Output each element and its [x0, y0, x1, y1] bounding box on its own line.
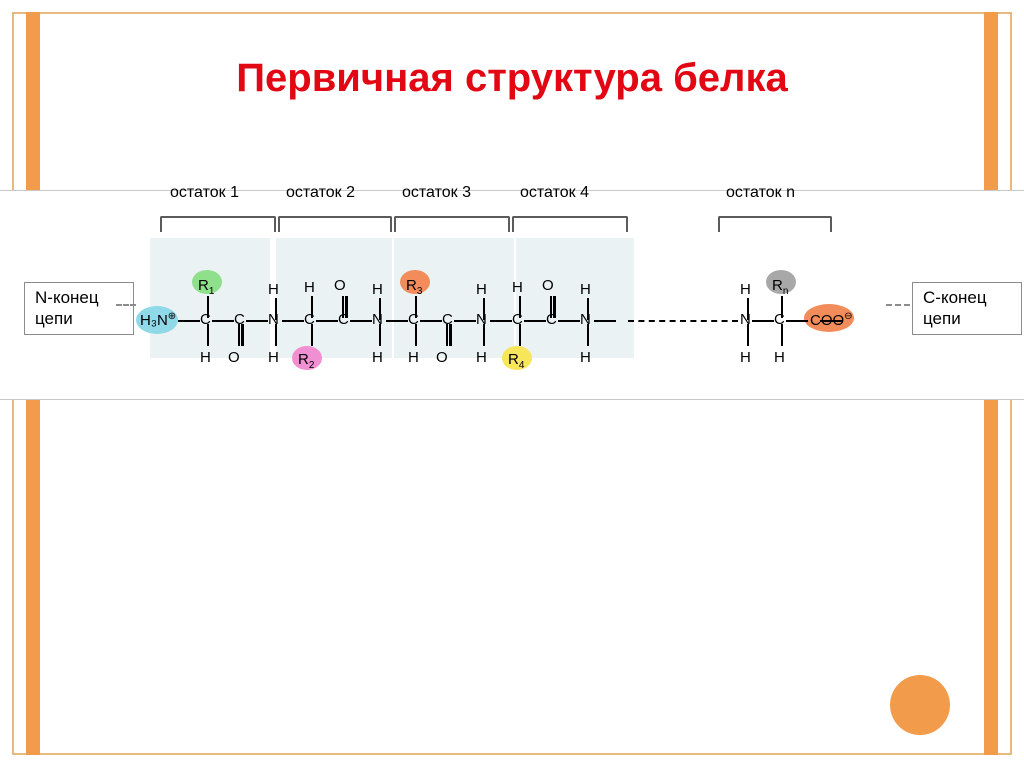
- bond: [282, 320, 304, 322]
- residue-bg: [276, 238, 392, 358]
- bond: [786, 320, 808, 322]
- residue-label: остаток 3: [402, 184, 471, 202]
- atom-label: C: [546, 312, 557, 327]
- atom-label: H: [200, 350, 211, 365]
- atom-label: H: [580, 350, 591, 365]
- atom-label: H: [740, 282, 751, 297]
- circle-decoration: [890, 675, 950, 735]
- atom-label: H: [268, 282, 279, 297]
- atom-label: O: [334, 278, 346, 293]
- atom-label: Rn: [772, 278, 788, 297]
- atom-label: C: [304, 312, 315, 327]
- atom-label: O: [542, 278, 554, 293]
- atom-label: H: [476, 350, 487, 365]
- atom-label: C: [512, 312, 523, 327]
- backbone-ellipsis: [628, 320, 738, 322]
- atom-label: C: [774, 312, 785, 327]
- divider-top: [0, 190, 1024, 191]
- atom-label: H: [268, 350, 279, 365]
- atom-label: H: [476, 282, 487, 297]
- atom-label: R4: [508, 352, 524, 371]
- bond: [752, 320, 774, 322]
- bracket: [160, 216, 276, 232]
- bond: [490, 320, 512, 322]
- n-lead-dash: [116, 304, 136, 306]
- atom-label: H: [774, 350, 785, 365]
- residue-bg: [394, 238, 514, 358]
- bond: [558, 320, 580, 322]
- bond: [350, 320, 372, 322]
- atom-label: H: [408, 350, 419, 365]
- bond: [454, 320, 476, 322]
- slide: Первичная структура белка остаток 1остат…: [0, 0, 1024, 767]
- atom-label: R3: [406, 278, 422, 297]
- bracket: [394, 216, 510, 232]
- bond: [246, 320, 268, 322]
- atom-label: H: [372, 282, 383, 297]
- atom-label: N: [268, 312, 279, 327]
- atom-label: C: [408, 312, 419, 327]
- atom-label: N: [476, 312, 487, 327]
- chemistry-diagram: остаток 1остаток 2остаток 3остаток 4оста…: [0, 190, 1024, 400]
- page-title: Первичная структура белка: [0, 56, 1024, 101]
- residue-label: остаток n: [726, 184, 795, 202]
- atom-label: C: [234, 312, 245, 327]
- atom-label: N: [372, 312, 383, 327]
- atom-label: H: [740, 350, 751, 365]
- atom-label: N: [580, 312, 591, 327]
- bond: [178, 320, 200, 322]
- n-terminus-text: N-конец цепи: [35, 288, 99, 328]
- atom-label: R2: [298, 352, 314, 371]
- bond: [386, 320, 408, 322]
- atom-label: C: [442, 312, 453, 327]
- atom-label: R1: [198, 278, 214, 297]
- c-terminus-box: С-конец цепи: [912, 282, 1022, 335]
- atom-label: C: [338, 312, 349, 327]
- residue-label: остаток 2: [286, 184, 355, 202]
- atom-label: O: [436, 350, 448, 365]
- atom-label: C: [200, 312, 211, 327]
- atom-label: O: [228, 350, 240, 365]
- divider-bottom: [0, 399, 1024, 400]
- c-terminus-text: С-конец цепи: [923, 288, 987, 328]
- residue-label: остаток 1: [170, 184, 239, 202]
- residue-bg: [150, 238, 270, 358]
- bracket: [278, 216, 392, 232]
- residue-bg: [516, 238, 634, 358]
- atom-label: H: [372, 350, 383, 365]
- atom-label: H₃N⊕: [140, 312, 176, 328]
- bond: [524, 320, 546, 322]
- c-lead-dash: [886, 304, 910, 306]
- atom-label: COO⊖: [810, 312, 853, 328]
- atom-label: H: [512, 280, 523, 295]
- bond: [420, 320, 442, 322]
- n-terminus-box: N-конец цепи: [24, 282, 134, 335]
- bracket: [512, 216, 628, 232]
- atom-label: H: [580, 282, 591, 297]
- bracket: [718, 216, 832, 232]
- residue-label: остаток 4: [520, 184, 589, 202]
- atom-label: N: [740, 312, 751, 327]
- atom-label: H: [304, 280, 315, 295]
- bond: [212, 320, 234, 322]
- bond: [594, 320, 616, 322]
- bond: [316, 320, 338, 322]
